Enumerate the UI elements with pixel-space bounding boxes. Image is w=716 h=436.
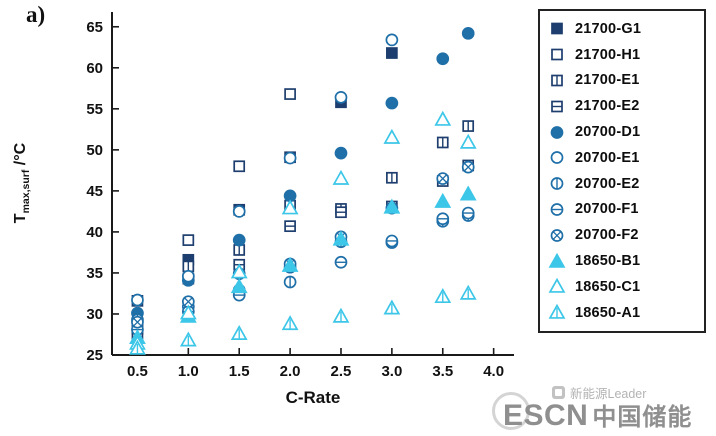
- watermark-account: 新能源Leader: [552, 383, 646, 402]
- watermark-brand-cn: 中国储能网: [592, 404, 693, 431]
- triangle-vline-icon: [548, 304, 566, 319]
- y-tick-label: 55: [86, 101, 103, 118]
- y-tick-label: 65: [86, 19, 103, 36]
- series-18650-A1: [129, 284, 477, 355]
- y-axis-label: Tmax,surf /°C: [12, 71, 36, 295]
- legend-item: 20700-D1: [542, 119, 702, 145]
- legend-item-label: 20700-E2: [575, 175, 640, 192]
- square-filled-icon: [551, 23, 563, 35]
- y-tick-label: 60: [86, 60, 103, 77]
- legend-item: 20700-F2: [542, 222, 702, 248]
- circle-cross-icon: [550, 228, 564, 242]
- x-tick-label: 4.0: [483, 363, 504, 380]
- legend-item: 20700-E2: [542, 171, 702, 197]
- watermark-logo-ring-icon: [492, 392, 530, 430]
- wechat-account-icon: [552, 386, 565, 399]
- legend-item-label: 20700-F2: [575, 227, 639, 244]
- legend-box: 21700-G1 21700-H1 21700-E1 21700-E2 20700-D1…: [538, 9, 706, 333]
- legend-item-label: 20700-E1: [575, 149, 640, 166]
- square-vline-icon: [551, 74, 563, 87]
- y-tick-label: 25: [86, 347, 103, 364]
- triangle-filled-icon: [548, 252, 566, 268]
- watermark-brand: ESCN 中国储能网: [503, 397, 716, 436]
- y-axis-label-subscript: max,surf: [20, 169, 33, 214]
- x-tick-label: 3.0: [381, 363, 402, 380]
- series-18650-C1: [129, 110, 477, 350]
- y-tick-label: 50: [86, 142, 103, 159]
- legend-item: 21700-G1: [542, 16, 702, 42]
- circle-vline-icon: [550, 177, 564, 191]
- triangle-open-icon: [548, 278, 566, 294]
- legend-item-label: 21700-G1: [575, 20, 642, 37]
- square-open-icon: [551, 48, 563, 61]
- circle-hline-icon: [550, 203, 564, 216]
- x-tick-label: 1.0: [178, 363, 199, 380]
- panel-label: a): [26, 2, 46, 27]
- series-18650-B1: [129, 185, 477, 345]
- chart-svg: 0.5 1.0 1.5 2.0 2.5 3.0 3.5 4.0 25 30 35 40 45 50 55 60…: [86, 12, 514, 380]
- x-axis-label: C-Rate: [285, 388, 341, 407]
- y-tick-label: 40: [86, 224, 103, 241]
- watermark-account-name: 新能源Leader: [570, 387, 647, 401]
- legend-item: 21700-E2: [542, 93, 702, 119]
- legend-item: 18650-A1: [542, 300, 702, 326]
- legend-item-label: 20700-F1: [575, 201, 639, 218]
- legend-item-label: 21700-E2: [575, 98, 640, 115]
- y-axis-label-unit: /°C: [12, 142, 29, 170]
- legend-item: 20700-F1: [542, 197, 702, 223]
- x-tick-label: 2.0: [280, 363, 301, 380]
- y-tick-label: 45: [86, 183, 103, 200]
- legend-item: 18650-C1: [542, 274, 702, 300]
- legend-item: 21700-E1: [542, 68, 702, 94]
- legend-item-label: 21700-E1: [575, 72, 640, 89]
- legend-item-label: 21700-H1: [575, 46, 641, 63]
- y-tick-label: 30: [86, 306, 103, 323]
- x-tick-label: 3.5: [432, 363, 453, 380]
- legend-item-label: 18650-A1: [575, 304, 641, 321]
- legend-item: 18650-B1: [542, 248, 702, 274]
- x-tick-label: 1.5: [229, 363, 250, 380]
- circle-filled-icon: [550, 125, 564, 139]
- y-axis-label-symbol: T: [12, 213, 29, 224]
- legend-item-label: 18650-B1: [575, 253, 641, 270]
- watermark-brand-escn: ESCN: [503, 399, 589, 432]
- series-20700-E1: [131, 33, 399, 307]
- legend-item: 20700-E1: [542, 145, 702, 171]
- square-hline-icon: [551, 100, 563, 113]
- series-21700-G1: [131, 47, 398, 335]
- legend-item: 21700-H1: [542, 42, 702, 68]
- legend-item-label: 18650-C1: [575, 278, 641, 295]
- x-tick-label: 0.5: [127, 363, 148, 380]
- legend-item-label: 20700-D1: [575, 124, 641, 141]
- y-tick-label: 35: [86, 265, 103, 282]
- series-21700-H1: [131, 88, 296, 307]
- circle-open-icon: [550, 151, 564, 165]
- x-tick-label: 2.5: [331, 363, 352, 380]
